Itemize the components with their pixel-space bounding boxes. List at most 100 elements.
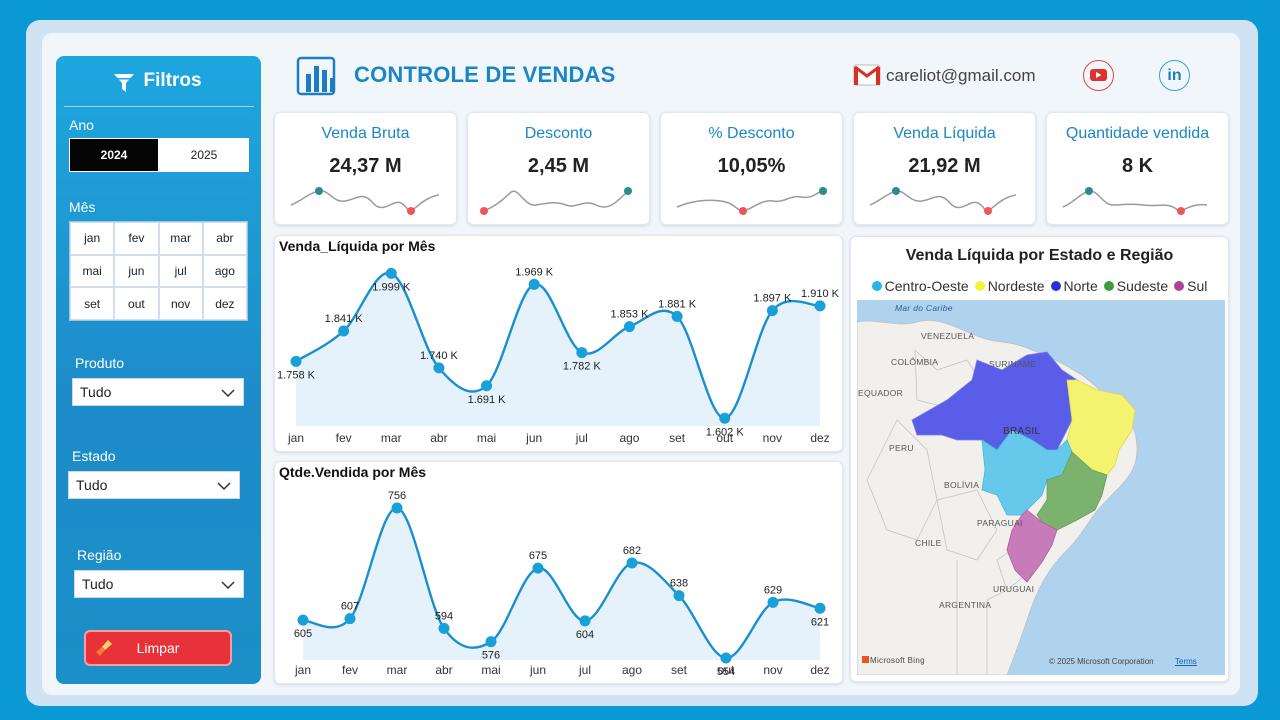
map-label: EQUADOR: [858, 388, 904, 398]
month-button-ago[interactable]: ago: [202, 254, 247, 288]
x-tick-label: mai: [481, 663, 500, 677]
data-label: 1.782 K: [563, 361, 602, 373]
regiao-dropdown[interactable]: Tudo: [74, 570, 244, 598]
kpi-title: Venda Bruta: [321, 125, 410, 142]
data-point[interactable]: [767, 596, 779, 608]
x-tick-label: jun: [529, 663, 546, 677]
page-title: CONTROLE DE VENDAS: [354, 62, 616, 87]
kpi-value: 10,05%: [717, 155, 786, 177]
month-button-abr[interactable]: abr: [202, 222, 247, 255]
data-point[interactable]: [433, 362, 445, 374]
month-button-out[interactable]: out: [114, 287, 159, 320]
data-label: 1.853 K: [610, 309, 649, 321]
kpi-title: % Desconto: [708, 125, 795, 142]
data-point[interactable]: [290, 355, 302, 367]
produto-label: Produto: [75, 355, 125, 371]
month-button-nov[interactable]: nov: [158, 287, 203, 320]
kpi-card-quantidade-vendida: Quantidade vendida 8 K: [1046, 112, 1229, 225]
data-point[interactable]: [344, 613, 356, 625]
data-label: 638: [670, 578, 688, 590]
data-point[interactable]: [626, 557, 638, 569]
month-button-jun[interactable]: jun: [114, 254, 159, 288]
map-label: Mar do Caribe: [895, 303, 953, 313]
brazil-map[interactable]: Mar do Caribe VENEZUELA COLÔMBIA SURINAM…: [857, 300, 1225, 675]
kpi-card-venda-liquida: Venda Líquida 21,92 M: [853, 112, 1036, 225]
data-point[interactable]: [391, 502, 403, 514]
legend-item-norte[interactable]: Norte: [1050, 278, 1098, 294]
data-label: 605: [294, 628, 312, 640]
map-label: BRASIL: [1003, 426, 1041, 437]
x-tick-label: nov: [763, 431, 782, 445]
data-point[interactable]: [576, 347, 588, 359]
limpar-button[interactable]: Limpar: [84, 630, 232, 666]
data-label: 576: [482, 650, 500, 662]
x-tick-label: jul: [578, 663, 591, 677]
gmail-icon[interactable]: [853, 62, 881, 88]
youtube-button[interactable]: [1083, 60, 1114, 91]
data-point[interactable]: [532, 562, 544, 574]
estado-label: Estado: [72, 448, 116, 464]
sparkline: [676, 187, 827, 215]
data-point[interactable]: [673, 590, 685, 602]
year-2024-button[interactable]: 2024: [69, 138, 159, 172]
x-tick-label: jun: [525, 431, 542, 445]
month-button-mai[interactable]: mai: [70, 254, 115, 288]
sparkline-low-marker: [407, 207, 415, 215]
month-button-set[interactable]: set: [70, 287, 115, 320]
kpi-value: 21,92 M: [908, 155, 981, 177]
sparkline-low-marker: [984, 207, 992, 215]
qtde-vendida-chart-card: Qtde.Vendida por Mês 605 jan 607 fev 756 mar 5…: [274, 461, 843, 684]
estado-dropdown[interactable]: Tudo: [68, 471, 240, 499]
map-canvas: [857, 320, 1138, 675]
produto-dropdown[interactable]: Tudo: [72, 378, 244, 406]
data-point[interactable]: [481, 380, 493, 392]
data-point[interactable]: [385, 267, 397, 279]
data-point[interactable]: [528, 278, 540, 290]
kpi-value: 2,45 M: [527, 155, 590, 177]
month-button-dez[interactable]: dez: [202, 287, 247, 320]
x-tick-label: jul: [575, 431, 588, 445]
data-point[interactable]: [814, 300, 826, 312]
legend-item-sul[interactable]: Sul: [1174, 278, 1207, 294]
data-label: 682: [623, 545, 641, 557]
ano-label: Ano: [69, 117, 94, 133]
data-point[interactable]: [766, 305, 778, 317]
data-point[interactable]: [438, 622, 450, 634]
x-tick-label: mai: [477, 431, 496, 445]
map-label: PARAGUAI: [977, 518, 1023, 528]
legend-item-centro-oeste[interactable]: Centro-Oeste: [871, 278, 969, 294]
month-button-mar[interactable]: mar: [158, 222, 203, 255]
email-link[interactable]: careliot@gmail.com: [886, 66, 1036, 85]
month-button-jul[interactable]: jul: [158, 254, 203, 288]
x-tick-label: fev: [336, 431, 352, 445]
legend-item-nordeste[interactable]: Nordeste: [974, 278, 1045, 294]
data-label: 1.969 K: [515, 266, 554, 278]
sparkline-high-marker: [1085, 187, 1093, 195]
data-point[interactable]: [579, 615, 591, 627]
data-point[interactable]: [338, 325, 350, 337]
data-point[interactable]: [671, 310, 683, 322]
data-point[interactable]: [814, 602, 826, 614]
chart-title: Venda_Líquida por Mês: [279, 238, 436, 254]
data-point[interactable]: [719, 412, 731, 424]
linkedin-button[interactable]: in: [1159, 60, 1190, 91]
map-legend: Centro-Oeste Nordeste Norte Sudeste Sul: [851, 278, 1228, 294]
map-terms-link[interactable]: Terms: [1175, 657, 1197, 666]
data-label: 554: [717, 666, 735, 678]
sparkline-high-marker: [315, 187, 323, 195]
x-tick-label: mar: [387, 663, 408, 677]
data-point[interactable]: [485, 636, 497, 648]
area-fill: [296, 272, 820, 426]
data-point[interactable]: [720, 652, 732, 664]
sparkline-high-marker: [819, 187, 827, 195]
kpi-card-percent-desconto: % Desconto 10,05%: [660, 112, 843, 225]
chevron-down-icon: [221, 389, 235, 398]
data-point[interactable]: [297, 614, 309, 626]
month-button-fev[interactable]: fev: [114, 222, 159, 255]
x-tick-label: jan: [287, 431, 304, 445]
legend-item-sudeste[interactable]: Sudeste: [1103, 278, 1168, 294]
data-point[interactable]: [623, 321, 635, 333]
month-button-jan[interactable]: jan: [70, 222, 115, 255]
year-2025-button[interactable]: 2025: [159, 138, 249, 172]
